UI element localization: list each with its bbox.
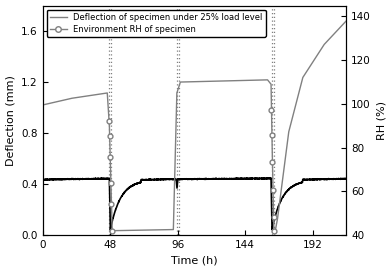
Y-axis label: RH (%): RH (%) (376, 101, 387, 140)
Y-axis label: Deflection (mm): Deflection (mm) (5, 75, 16, 166)
Legend: Deflection of specimen under 25% load level, Environment RH of specimen: Deflection of specimen under 25% load le… (47, 10, 266, 37)
X-axis label: Time (h): Time (h) (171, 256, 218, 265)
